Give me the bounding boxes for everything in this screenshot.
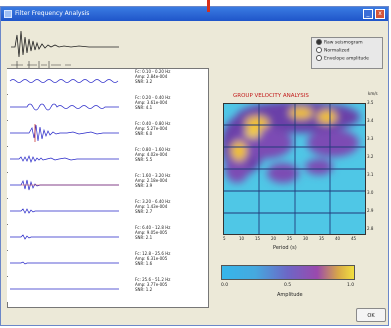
x-tick: 30 (303, 236, 309, 241)
window-title: Filter Frequency Analysis (15, 10, 90, 17)
overview-trace (11, 30, 119, 69)
trace-2 (7, 95, 125, 120)
trace-1 (7, 69, 125, 94)
energy-blobs (223, 103, 360, 183)
y-tick: 2.8 (367, 226, 374, 231)
trace-8-info: Fc: 12.8 - 25.6 Hz Amp: 6.31e-005 SNR: 1.6 (125, 251, 208, 276)
y-tick: 3.3 (367, 136, 374, 141)
colorbar-max: 1.0 (347, 283, 355, 288)
trace-7-info: Fc: 6.40 - 12.8 Hz Amp: 9.05e-005 SNR: 2.1 (125, 225, 208, 250)
overview-seismogram (9, 25, 139, 73)
x-tick: 5 (223, 236, 226, 241)
option-raw[interactable]: Raw seismogram (316, 39, 363, 48)
title-bar: Filter Frequency Analysis _ x (1, 7, 388, 21)
x-tick: 40 (335, 236, 341, 241)
colorbar-min: 0.0 (221, 283, 229, 288)
y-tick: 2.9 (367, 208, 374, 213)
plot-title: GROUP VELOCITY ANALYSIS (233, 93, 309, 99)
trace-1-info: Fc: 0.10 - 0.20 Hz Amp: 2.84e-004 SNR: 3.2 (125, 69, 208, 94)
radio-selected-icon[interactable] (316, 39, 322, 45)
colorbar (221, 265, 355, 280)
analysis-window: Filter Frequency Analysis _ x Raw seismo… (0, 6, 389, 326)
trace-9-info: Fc: 25.6 - 51.2 Hz Amp: 3.77e-005 SNR: 1.2 (125, 277, 208, 302)
y-tick: 3.1 (367, 172, 374, 177)
colorbar-mid: 0.5 (284, 283, 292, 288)
y-unit: km/s (368, 91, 378, 96)
x-tick: 20 (271, 236, 277, 241)
x-tick: 15 (255, 236, 261, 241)
velocity-heatmap (223, 103, 366, 235)
trace-3-info: Fc: 0.40 - 0.80 Hz Amp: 5.27e-004 SNR: 6.0 (125, 121, 208, 146)
close-button[interactable]: x (375, 9, 385, 19)
colorbar-label: Amplitude (277, 292, 303, 298)
option-envelope[interactable]: Envelope amplitude (316, 55, 369, 64)
grid-lines (223, 103, 366, 235)
trace-3 (7, 121, 125, 146)
cursor-marker (207, 0, 210, 12)
x-tick: 25 (287, 236, 293, 241)
radio-icon[interactable] (316, 47, 322, 53)
app-icon (4, 10, 12, 18)
trace-4 (7, 147, 125, 172)
y-tick: 3.2 (367, 154, 374, 159)
trace-5 (7, 173, 125, 198)
trace-6-info: Fc: 3.20 - 6.40 Hz Amp: 1.43e-004 SNR: 2.7 (125, 199, 208, 224)
trace-5-info: Fc: 1.60 - 3.20 Hz Amp: 2.18e-004 SNR: 3.9 (125, 173, 208, 198)
x-tick: 45 (351, 236, 357, 241)
ok-button[interactable]: OK (356, 308, 386, 322)
option-normalized[interactable]: Normalized (316, 47, 350, 56)
trace-6 (7, 199, 125, 224)
x-tick: 10 (239, 236, 245, 241)
minimize-button[interactable]: _ (363, 9, 373, 19)
trace-9 (7, 277, 125, 302)
display-options: Raw seismogram Normalized Envelope ampli… (311, 37, 383, 69)
trace-4-info: Fc: 0.80 - 1.60 Hz Amp: 4.02e-004 SNR: 5.5 (125, 147, 208, 172)
trace-2-info: Fc: 0.20 - 0.40 Hz Amp: 3.61e-004 SNR: 4.1 (125, 95, 208, 120)
y-tick: 3.5 (367, 100, 374, 105)
x-axis-label: Period (s) (273, 245, 297, 251)
y-tick: 3.0 (367, 190, 374, 195)
trace-8 (7, 251, 125, 276)
y-tick: 3.4 (367, 118, 374, 123)
x-tick: 35 (319, 236, 325, 241)
trace-7 (7, 225, 125, 250)
radio-icon[interactable] (316, 55, 322, 61)
